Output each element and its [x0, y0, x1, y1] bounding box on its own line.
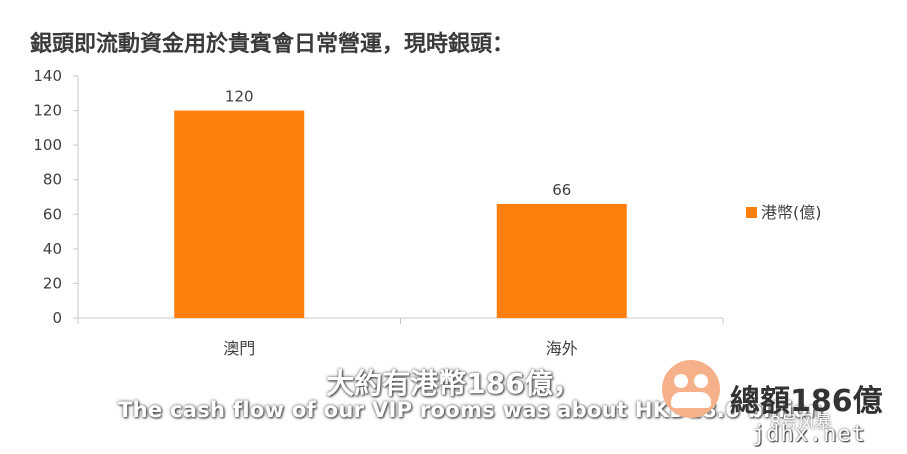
- y-tick-label: 40: [43, 240, 62, 258]
- watermark-handle: 8号风暴: [770, 413, 832, 433]
- chart-title: 銀頭即流動資金用於貴賓會日常營運，現時銀頭：: [30, 32, 515, 57]
- x-tick-label: 海外: [546, 339, 578, 358]
- y-tick-label: 100: [33, 136, 62, 154]
- y-tick-label: 20: [43, 274, 62, 292]
- bar: [496, 203, 627, 318]
- bar: [174, 110, 305, 318]
- data-label: 66: [552, 181, 571, 199]
- subtitle-chinese: 大約有港幣186億，: [326, 367, 581, 400]
- subtitle-english: The cash flow of our VIP rooms was about…: [118, 398, 823, 422]
- x-tick-label: 澳門: [223, 339, 255, 358]
- y-tick-label: 120: [33, 102, 62, 120]
- overlay-headline: 總額186億: [730, 384, 883, 419]
- legend-swatch: [746, 207, 757, 218]
- y-tick-label: 60: [43, 205, 62, 223]
- y-tick-label: 80: [43, 171, 62, 189]
- y-tick-label: 0: [52, 309, 62, 327]
- y-tick-label: 140: [33, 67, 62, 85]
- data-label: 120: [225, 88, 254, 106]
- people-logo-icon: [662, 360, 720, 418]
- watermark-site: jdhx.net: [752, 422, 866, 447]
- legend-label: 港幣(億): [761, 203, 822, 222]
